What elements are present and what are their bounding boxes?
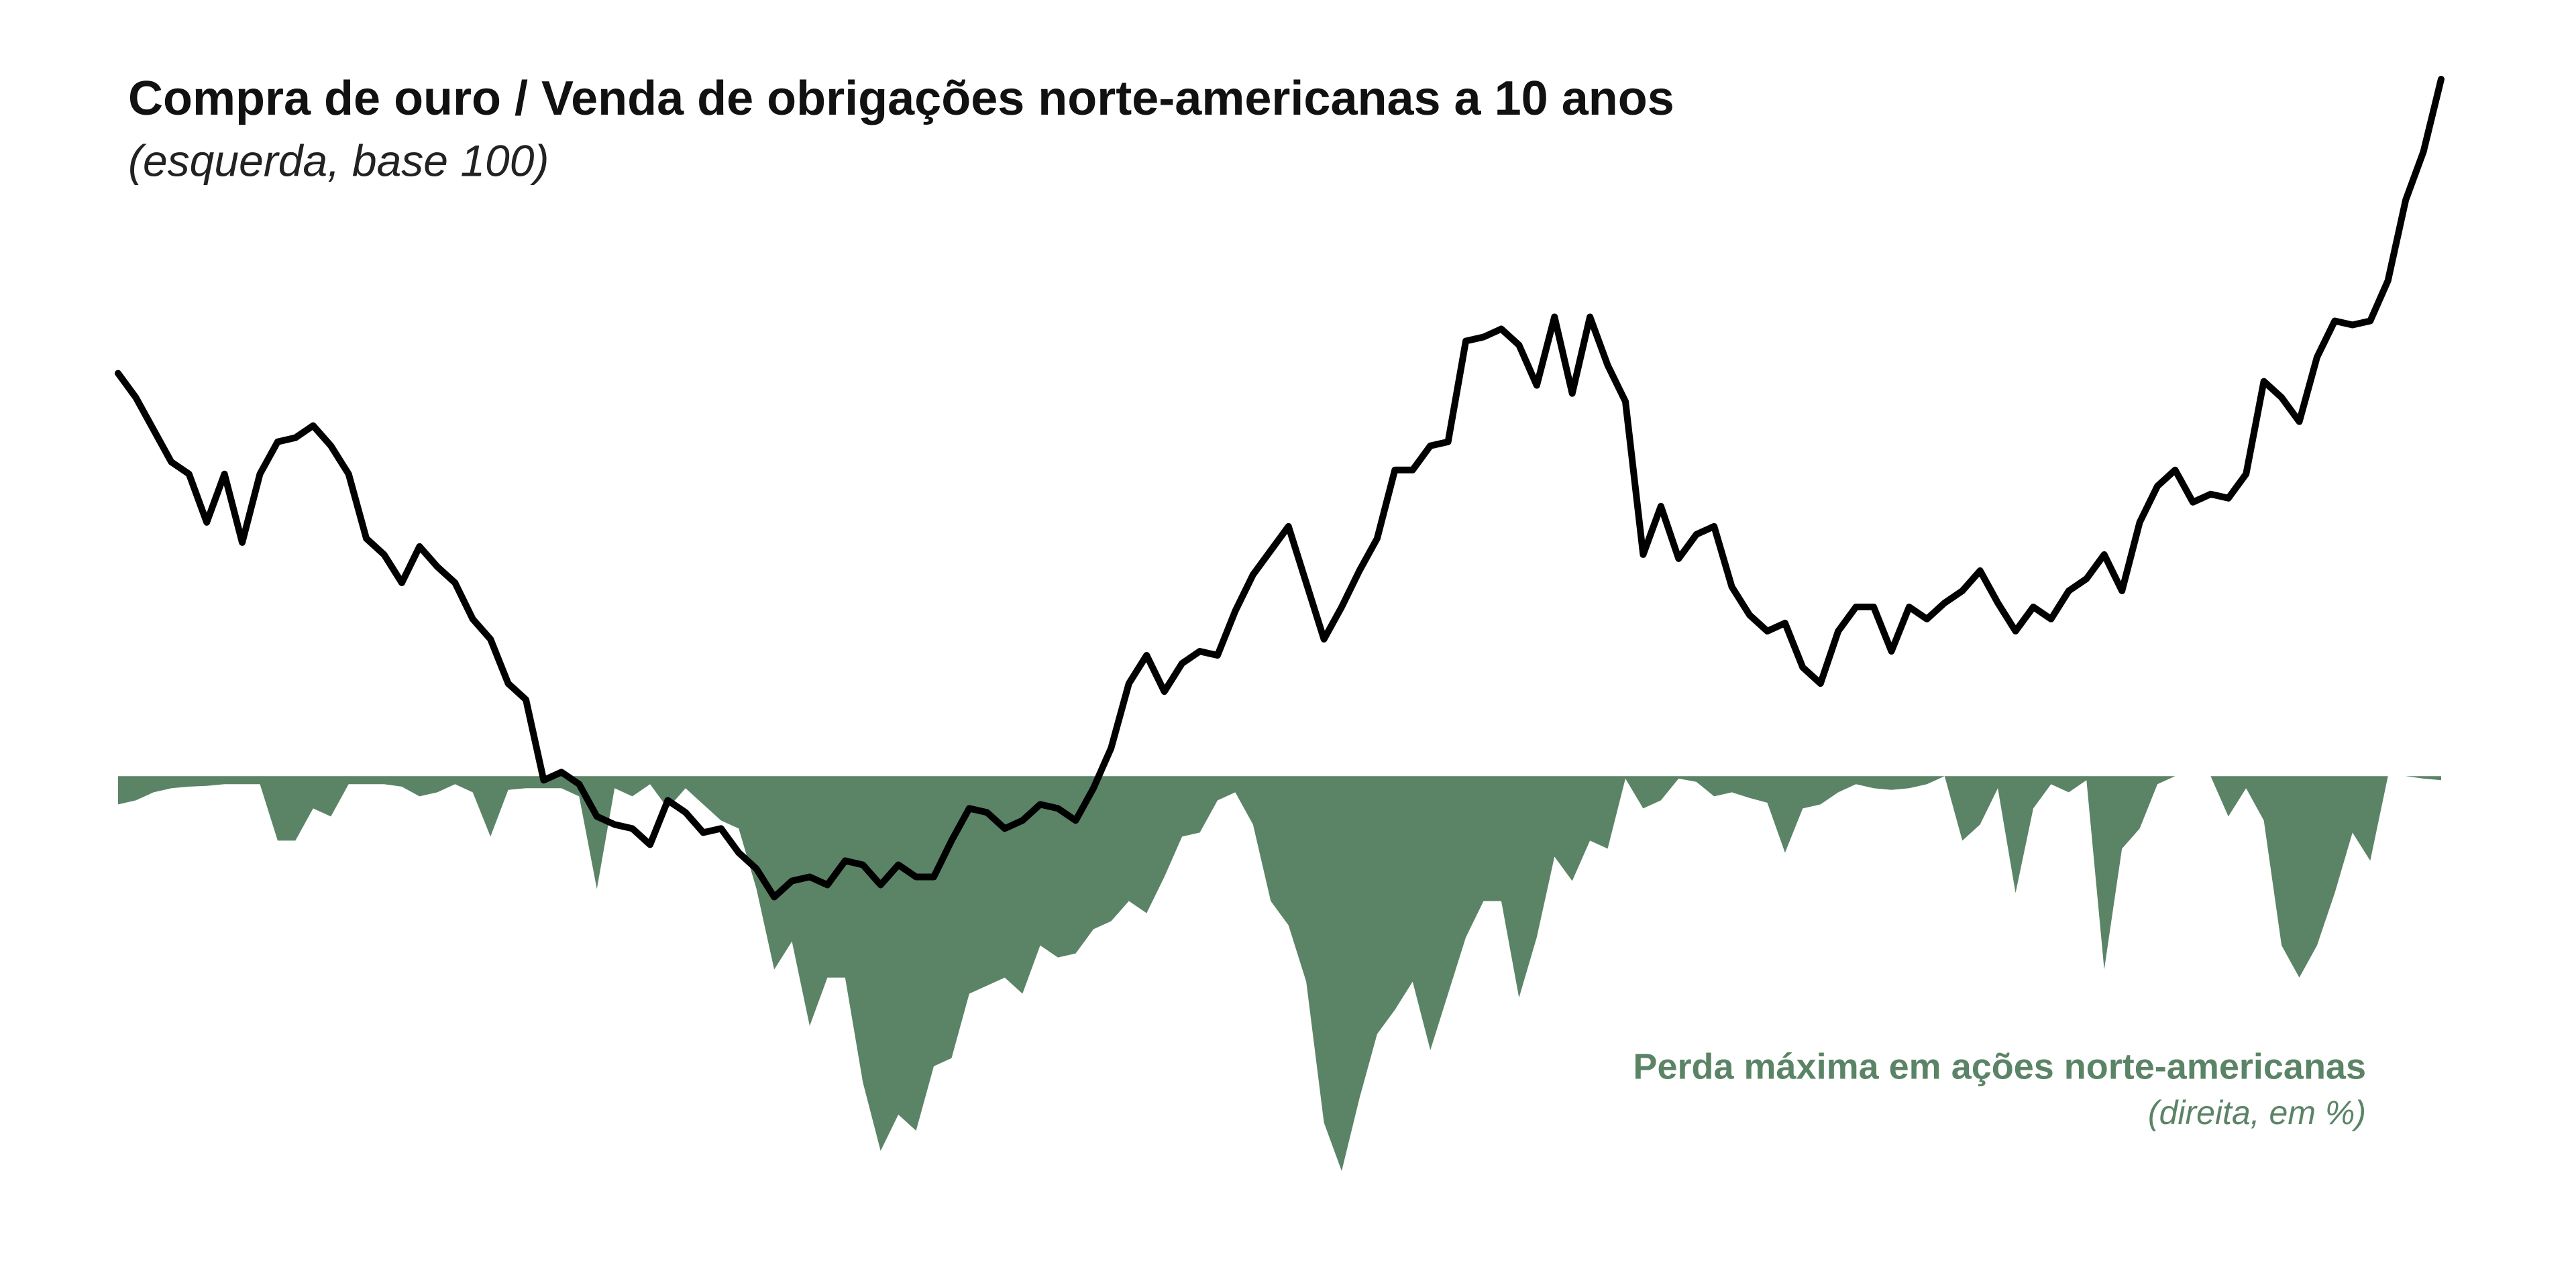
labels: Compra de ouro / Venda de obrigações nor… — [128, 72, 2366, 1131]
chart-subtitle: (esquerda, base 100) — [128, 135, 549, 185]
chart-title: Compra de ouro / Venda de obrigações nor… — [128, 72, 1674, 125]
line — [115, 76, 2445, 901]
area — [118, 776, 2441, 1171]
area-label: Perda máxima em ações norte-americanas — [1633, 1046, 2366, 1087]
area-note: (direita, em %) — [2148, 1094, 2366, 1131]
marks — [115, 76, 2445, 1171]
